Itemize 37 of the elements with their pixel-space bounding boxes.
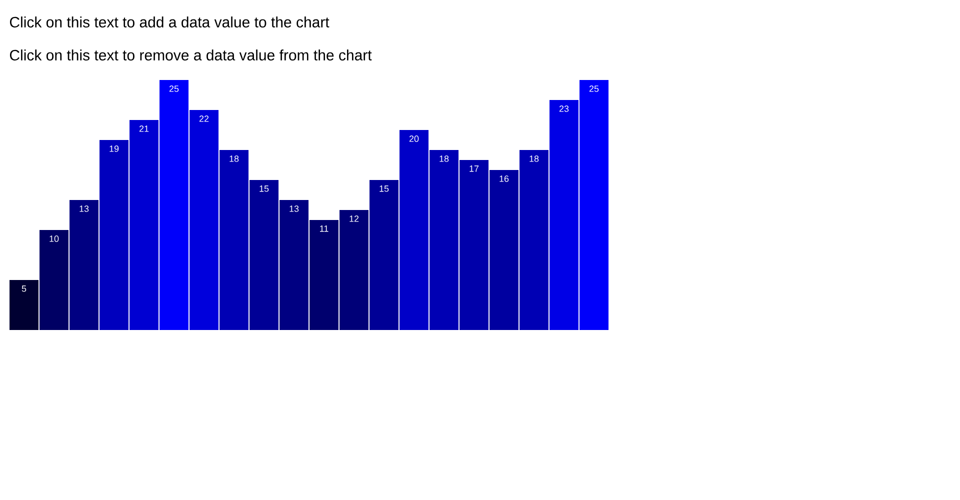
data-label: 17 [470,166,479,172]
bar [520,150,549,330]
bar [370,180,399,330]
data-label: 15 [380,186,389,192]
data-label: 10 [50,236,59,242]
text: Click on this text to add a data value to the chart [10,16,330,28]
bar [130,120,159,330]
data-label: 22 [199,116,209,122]
data-label: 25 [589,86,599,92]
data-label: 11 [320,226,328,232]
data-label: 23 [559,106,569,112]
bar [280,200,309,330]
data-label: 18 [440,156,449,162]
bar [10,280,39,330]
data-label: 15 [260,186,269,192]
bar [40,230,69,330]
text: Click on this text to remove a data value from the chart [10,49,372,60]
bar [250,180,279,330]
data-label: 13 [290,206,299,212]
bar [580,80,609,330]
data-label: 16 [500,176,509,182]
bar [100,140,129,330]
data-label: 18 [530,156,539,162]
data-label: 19 [110,146,119,152]
bar [400,130,429,330]
bar [190,110,219,330]
bar [160,80,189,330]
data-label: 25 [169,86,179,92]
bar [550,100,579,330]
data-label: 13 [80,206,89,212]
data-label: 5 [22,286,26,292]
data-label: 20 [409,136,419,142]
bar [220,150,249,330]
bar [70,200,99,330]
data-label: 18 [230,156,239,162]
data-label: 12 [350,216,359,222]
data-label: 21 [139,126,149,132]
